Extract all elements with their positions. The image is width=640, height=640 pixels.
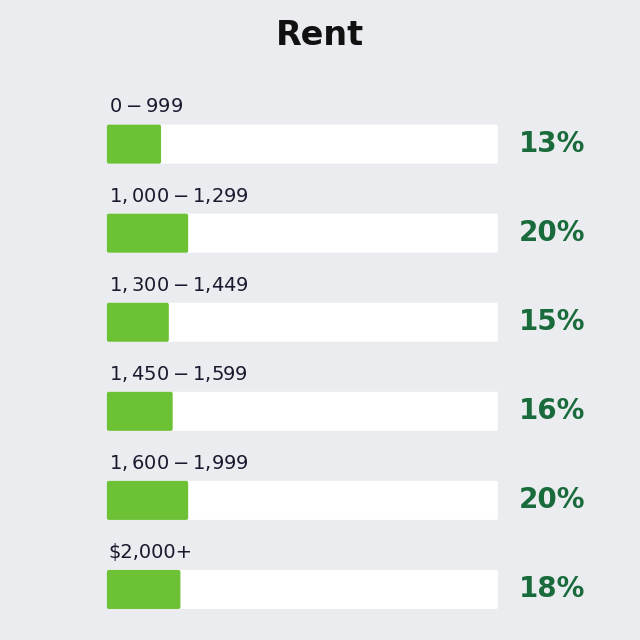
Text: $1,300 - $1,449: $1,300 - $1,449 xyxy=(109,275,249,295)
Text: 20%: 20% xyxy=(518,486,585,515)
FancyBboxPatch shape xyxy=(107,125,161,164)
FancyBboxPatch shape xyxy=(107,392,498,431)
Text: $1,600 - $1,999: $1,600 - $1,999 xyxy=(109,453,249,473)
Text: 13%: 13% xyxy=(518,130,585,158)
FancyBboxPatch shape xyxy=(107,570,180,609)
FancyBboxPatch shape xyxy=(107,570,498,609)
Text: 18%: 18% xyxy=(518,575,585,604)
Text: $2,000+: $2,000+ xyxy=(109,543,193,561)
Text: Rent: Rent xyxy=(276,19,364,52)
Text: 20%: 20% xyxy=(518,219,585,247)
Text: $1,000 - $1,299: $1,000 - $1,299 xyxy=(109,186,248,206)
FancyBboxPatch shape xyxy=(107,214,498,253)
FancyBboxPatch shape xyxy=(107,303,169,342)
FancyBboxPatch shape xyxy=(107,481,498,520)
FancyBboxPatch shape xyxy=(107,214,188,253)
FancyBboxPatch shape xyxy=(107,125,498,164)
Text: $0 - $999: $0 - $999 xyxy=(109,97,183,116)
FancyBboxPatch shape xyxy=(107,392,173,431)
FancyBboxPatch shape xyxy=(107,481,188,520)
FancyBboxPatch shape xyxy=(107,303,498,342)
Text: 15%: 15% xyxy=(518,308,585,336)
Text: $1,450 - $1,599: $1,450 - $1,599 xyxy=(109,364,248,384)
Text: 16%: 16% xyxy=(518,397,585,426)
